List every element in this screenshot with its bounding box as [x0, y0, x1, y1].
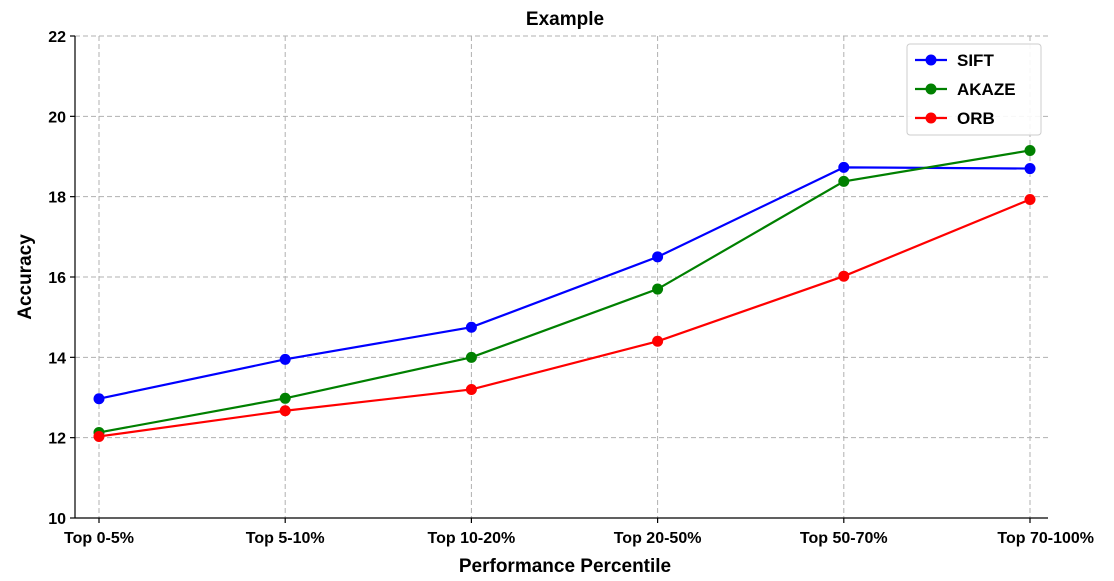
legend-marker-orb	[925, 112, 937, 124]
data-point-sift	[93, 393, 105, 405]
legend: SIFT AKAZE ORB	[906, 43, 1042, 136]
data-point-orb	[279, 405, 291, 417]
legend-label-akaze: AKAZE	[957, 80, 1016, 99]
y-tick-label: 22	[48, 29, 66, 46]
chart-title: Example	[526, 9, 604, 30]
ticks: 10 12 14 16 18 20 22 Top 0-5% Top 5-10% Top 10-20…	[48, 29, 1094, 547]
x-tick-label: Top 70-100%	[997, 530, 1094, 547]
data-point-orb	[1024, 193, 1036, 205]
data-point-sift	[838, 161, 850, 173]
data-point-akaze	[838, 175, 850, 187]
y-tick-label: 10	[48, 511, 66, 528]
x-axis-label: Performance Percentile	[459, 556, 671, 577]
data-point-akaze	[652, 283, 664, 295]
legend-box	[906, 43, 1042, 136]
data-point-akaze	[1024, 144, 1036, 156]
series-line-akaze	[98, 149, 1031, 434]
y-tick-label: 14	[48, 350, 66, 367]
y-tick-label: 18	[48, 190, 66, 207]
legend-label-sift: SIFT	[957, 51, 994, 70]
data-point-sift	[652, 251, 664, 263]
x-tick-label: Top 10-20%	[428, 530, 516, 547]
legend-label-orb: ORB	[957, 109, 995, 128]
x-tick-label: Top 0-5%	[64, 530, 134, 547]
data-point-orb	[652, 335, 664, 347]
data-point-akaze	[279, 392, 291, 404]
grid	[75, 35, 1048, 519]
series-line-sift	[98, 166, 1031, 400]
y-tick-label: 20	[48, 109, 66, 126]
legend-marker-sift	[925, 54, 937, 66]
y-tick-label: 16	[48, 270, 66, 287]
data-point-sift	[279, 353, 291, 365]
data-point-orb	[838, 270, 850, 282]
series-line-orb	[98, 198, 1031, 438]
data-point-akaze	[465, 351, 477, 363]
x-tick-label: Top 50-70%	[800, 530, 888, 547]
data-point-orb	[465, 383, 477, 395]
y-tick-label: 12	[48, 431, 66, 448]
data-point-orb	[93, 430, 105, 442]
y-axis-label: Accuracy	[15, 234, 36, 320]
data-point-sift	[465, 321, 477, 333]
series-group	[93, 144, 1036, 442]
x-tick-label: Top 5-10%	[246, 530, 325, 547]
x-tick-label: Top 20-50%	[614, 530, 702, 547]
legend-marker-akaze	[925, 83, 937, 95]
data-point-sift	[1024, 163, 1036, 175]
